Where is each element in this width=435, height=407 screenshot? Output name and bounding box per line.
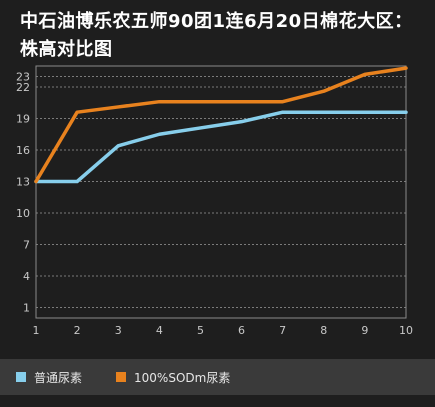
x-tick-label: 3 xyxy=(115,324,122,337)
y-tick-label: 19 xyxy=(16,113,30,126)
plot-area-frame xyxy=(35,65,407,319)
legend: 普通尿素 100%SODm尿素 xyxy=(0,359,435,395)
x-tick-label: 9 xyxy=(361,324,368,337)
grid-lines xyxy=(36,76,406,308)
x-tick-label: 10 xyxy=(399,324,413,337)
legend-swatch-series-2 xyxy=(116,372,127,382)
legend-label-series-1: 普通尿素 xyxy=(34,370,83,385)
series-line-1 xyxy=(34,110,408,184)
legend-item-series-2[interactable]: 100%SODm尿素 xyxy=(116,369,230,386)
y-tick-label: 7 xyxy=(23,239,30,252)
x-tick-label: 6 xyxy=(238,324,245,337)
x-tick-label: 7 xyxy=(279,324,286,337)
legend-swatch-series-1 xyxy=(16,372,26,382)
series-line-2 xyxy=(34,66,408,184)
y-tick-label: 23 xyxy=(16,71,30,84)
y-tick-label: 16 xyxy=(16,144,30,157)
series-lines xyxy=(34,66,408,184)
y-tick-label: 22 xyxy=(16,81,30,94)
x-tick-label: 5 xyxy=(197,324,204,337)
legend-label-series-2: 100%SODm尿素 xyxy=(134,370,231,385)
x-tick-label: 8 xyxy=(320,324,327,337)
x-axis-ticks: 1 2 3 4 5 6 7 8 9 10 xyxy=(33,324,414,337)
y-tick-label: 4 xyxy=(23,270,30,283)
x-tick-label: 4 xyxy=(156,324,163,337)
chart-title: 中石油博乐农五师90团1连6月20日棉花大区：株高对比图 xyxy=(20,11,413,60)
x-tick-label: 2 xyxy=(74,324,81,337)
y-tick-label: 10 xyxy=(16,207,30,220)
x-tick-label: 1 xyxy=(33,324,40,337)
legend-item-series-1[interactable]: 普通尿素 xyxy=(16,369,82,386)
y-tick-label: 13 xyxy=(16,176,30,189)
y-tick-label: 1 xyxy=(23,302,30,315)
